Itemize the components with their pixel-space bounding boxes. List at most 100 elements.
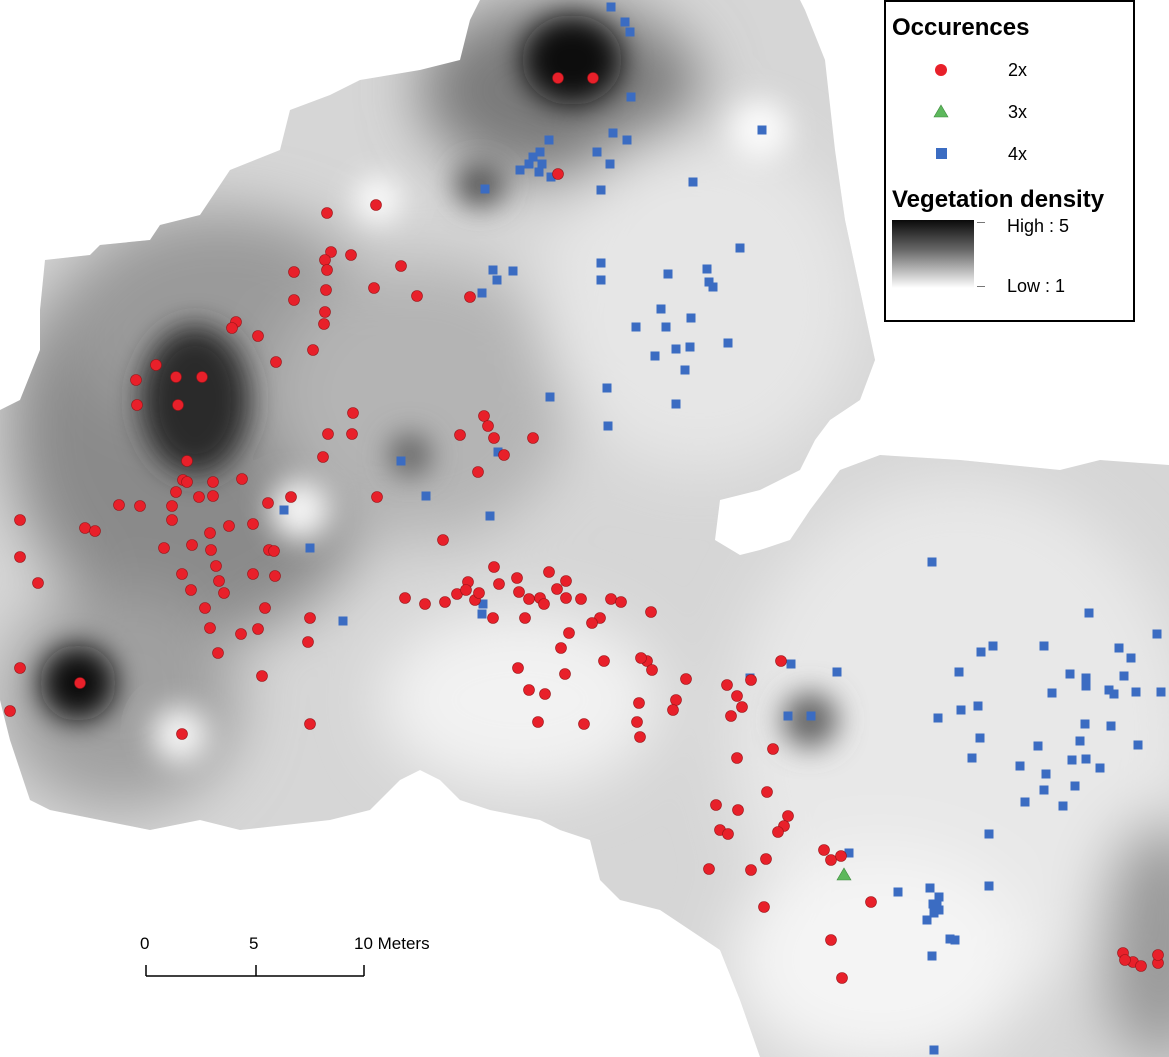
occurrence-4x-marker	[832, 667, 842, 677]
occurrence-2x-marker	[213, 575, 225, 587]
occurrence-2x-marker	[760, 853, 772, 865]
occurrence-2x-marker	[725, 710, 737, 722]
occurrence-2x-marker	[322, 428, 334, 440]
occurrence-2x-marker	[527, 432, 539, 444]
occurrence-2x-marker	[150, 359, 162, 371]
legend-density-title: Vegetation density	[892, 186, 1105, 213]
occurrence-2x-marker	[464, 291, 476, 303]
occurrence-2x-marker	[320, 284, 332, 296]
occurrence-4x-marker	[1133, 740, 1143, 750]
occurrence-2x-marker	[288, 266, 300, 278]
occurrence-4x-marker	[934, 905, 944, 915]
occurrence-4x-marker	[631, 322, 641, 332]
occurrence-2x-marker	[555, 642, 567, 654]
dense-spot-west	[140, 325, 250, 475]
occurrence-2x-marker	[235, 628, 247, 640]
occurrence-2x-marker	[487, 612, 499, 624]
occurrence-2x-marker	[825, 854, 837, 866]
occurrence-2x-marker	[288, 294, 300, 306]
occurrence-2x-marker	[560, 592, 572, 604]
occurrence-3x-marker	[836, 867, 852, 881]
occurrence-2x-marker	[14, 662, 26, 674]
occurrence-2x-marker	[1119, 954, 1131, 966]
occurrence-2x-marker	[262, 497, 274, 509]
occurrence-2x-marker	[605, 593, 617, 605]
occurrence-2x-marker	[646, 664, 658, 676]
occurrence-2x-marker	[130, 374, 142, 386]
occurrence-4x-marker	[1058, 801, 1068, 811]
occurrence-4x-marker	[625, 27, 635, 37]
occurrence-2x-marker	[4, 705, 16, 717]
occurrence-4x-marker	[671, 399, 681, 409]
occurrence-4x-marker	[671, 344, 681, 354]
occurrence-2x-marker	[511, 572, 523, 584]
occurrence-4x-marker	[723, 338, 733, 348]
zone-southwest	[0, 590, 240, 810]
occurrence-4x-marker	[934, 892, 944, 902]
occurrence-2x-marker	[218, 587, 230, 599]
occurrence-2x-marker	[825, 934, 837, 946]
occurrence-2x-marker	[158, 542, 170, 554]
occurrence-2x-marker	[767, 743, 779, 755]
occurrence-4x-marker	[528, 152, 538, 162]
occurrence-4x-marker	[1070, 781, 1080, 791]
occurrence-2x-marker	[269, 570, 281, 582]
occurrence-2x-marker	[170, 371, 182, 383]
occurrence-2x-marker	[186, 539, 198, 551]
occurrence-4x-marker	[279, 505, 289, 515]
occurrence-2x-marker	[552, 72, 564, 84]
occurrence-2x-marker	[259, 602, 271, 614]
occurrence-2x-marker	[307, 344, 319, 356]
legend-square-icon	[936, 148, 947, 159]
occurrence-4x-marker	[984, 881, 994, 891]
occurrence-2x-marker	[318, 318, 330, 330]
occurrence-2x-marker	[270, 356, 282, 368]
occurrence-2x-marker	[166, 514, 178, 526]
occurrence-4x-marker	[1039, 785, 1049, 795]
legend-label-3x: 3x	[1008, 102, 1028, 122]
occurrence-2x-marker	[236, 473, 248, 485]
occurrence-2x-marker	[302, 636, 314, 648]
legend-occurrences-title: Occurences	[892, 14, 1030, 41]
occurrence-2x-marker	[113, 499, 125, 511]
occurrence-2x-marker	[325, 246, 337, 258]
zone-northeast-light	[540, 130, 860, 470]
occurrence-2x-marker	[256, 670, 268, 682]
occurrence-2x-marker	[395, 260, 407, 272]
dense-spot-northmid	[455, 163, 505, 207]
occurrence-2x-marker	[252, 623, 264, 635]
occurrence-4x-marker	[1119, 671, 1129, 681]
occurrence-2x-marker	[631, 716, 643, 728]
occurrence-4x-marker	[421, 491, 431, 501]
density-color-ramp	[892, 220, 974, 288]
occurrence-2x-marker	[370, 199, 382, 211]
occurrence-2x-marker	[79, 522, 91, 534]
occurrence-2x-marker	[472, 466, 484, 478]
occurrence-4x-marker	[1106, 721, 1116, 731]
occurrence-4x-marker	[967, 753, 977, 763]
occurrence-4x-marker	[1081, 681, 1091, 691]
occurrence-4x-marker	[338, 616, 348, 626]
occurrence-4x-marker	[1081, 754, 1091, 764]
occurrence-4x-marker	[954, 667, 964, 677]
occurrence-2x-marker	[439, 596, 451, 608]
occurrence-2x-marker	[207, 490, 219, 502]
occurrence-2x-marker	[543, 566, 555, 578]
occurrence-4x-marker	[605, 159, 615, 169]
occurrence-2x-marker	[722, 828, 734, 840]
occurrence-4x-marker	[488, 265, 498, 275]
occurrence-2x-marker	[176, 728, 188, 740]
occurrence-2x-marker	[419, 598, 431, 610]
occurrence-4x-marker	[702, 264, 712, 274]
occurrence-4x-marker	[786, 659, 796, 669]
occurrence-4x-marker	[757, 125, 767, 135]
occurrence-2x-marker	[14, 514, 26, 526]
occurrence-2x-marker	[199, 602, 211, 614]
occurrence-2x-marker	[634, 731, 646, 743]
occurrence-2x-marker	[172, 399, 184, 411]
occurrence-2x-marker	[731, 690, 743, 702]
occurrence-4x-marker	[534, 167, 544, 177]
light-spot-d	[270, 480, 330, 540]
occurrence-4x-marker	[485, 511, 495, 521]
occurrence-2x-marker	[14, 551, 26, 563]
